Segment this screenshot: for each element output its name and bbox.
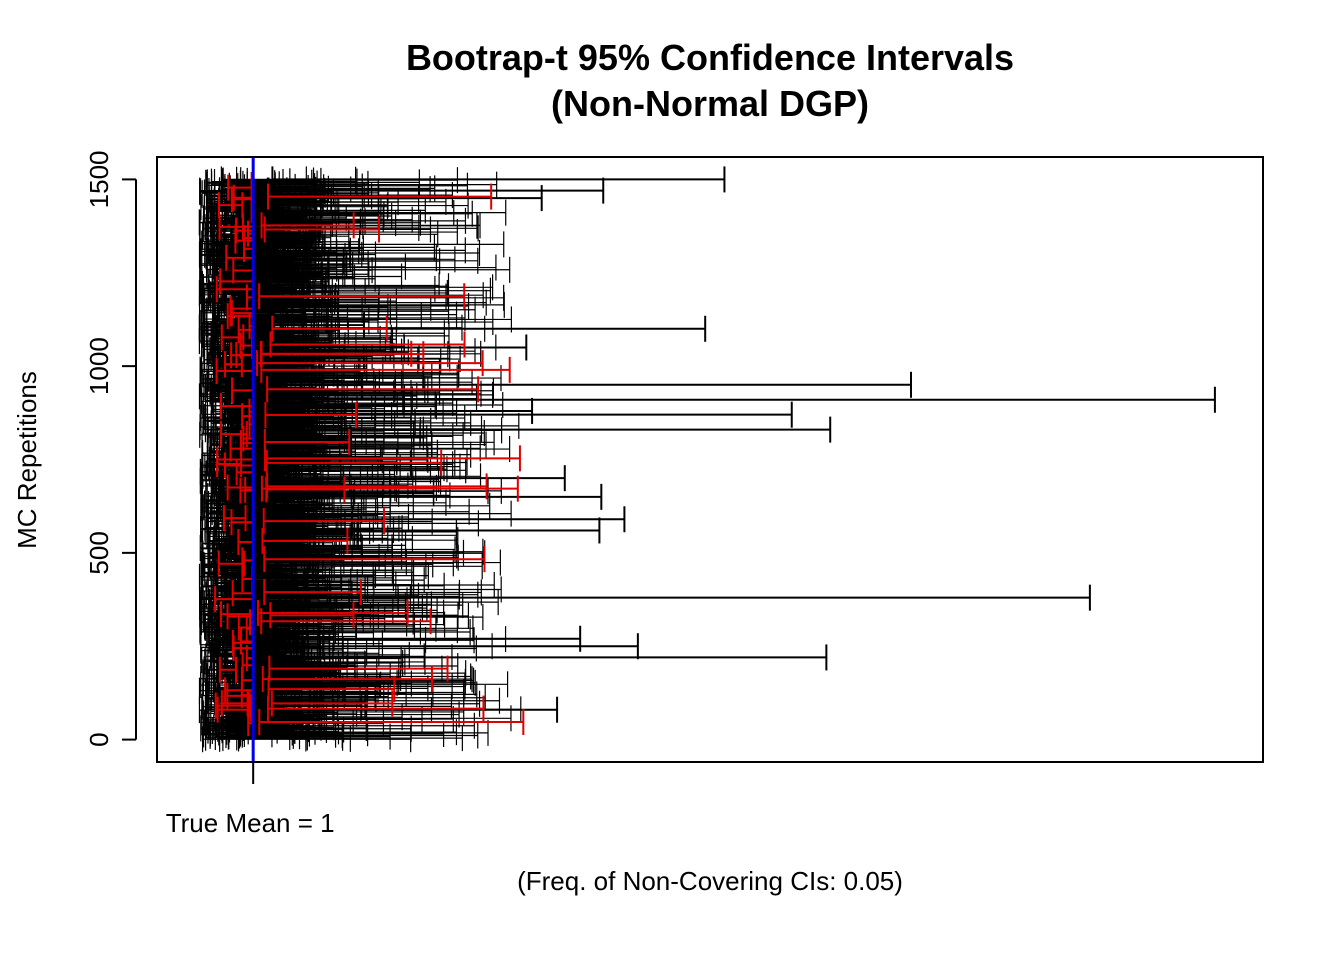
- chart-title-line-1: Bootrap-t 95% Confidence Intervals: [406, 37, 1014, 78]
- interval-layer: [199, 166, 1215, 752]
- chart-title-line-2: (Non-Normal DGP): [551, 83, 869, 124]
